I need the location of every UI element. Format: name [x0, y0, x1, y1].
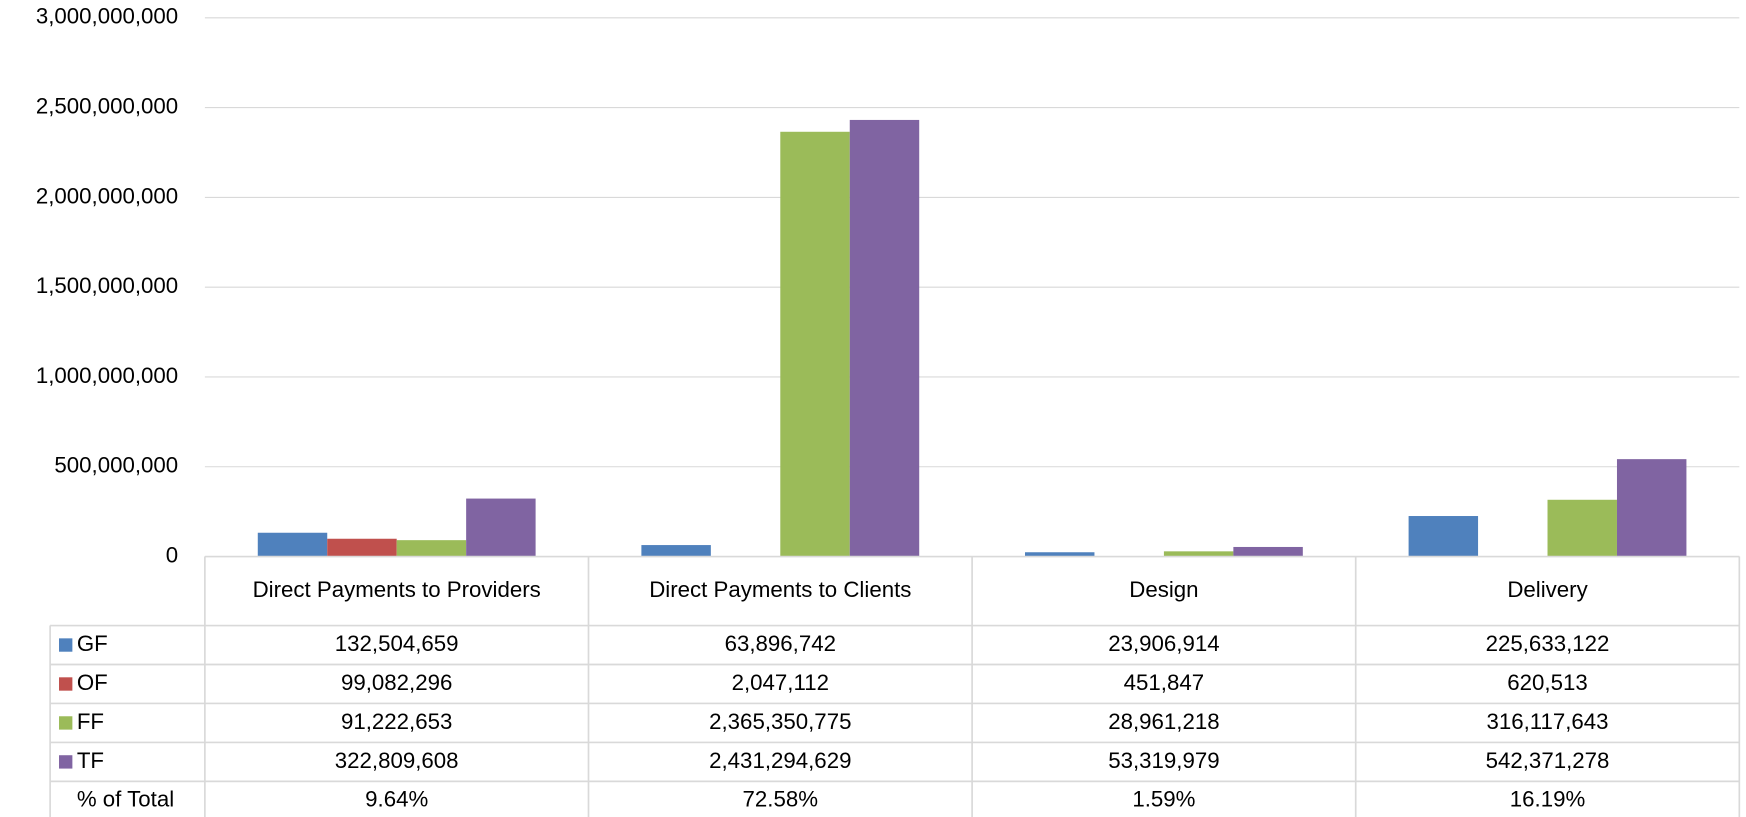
- table-cell: 16.19%: [1510, 787, 1585, 812]
- table-cell: 2,365,350,775: [709, 709, 851, 734]
- x-tick-label: Direct Payments to Clients: [649, 577, 911, 602]
- y-tick-label: 1,000,000,000: [36, 363, 178, 388]
- x-tick-label: Design: [1129, 577, 1198, 602]
- table-cell: 91,222,653: [341, 709, 452, 734]
- y-tick-label: 2,000,000,000: [36, 183, 178, 208]
- bar: [1233, 546, 1303, 557]
- row-label: % of Total: [77, 787, 174, 812]
- table-cell: 63,896,742: [725, 631, 836, 656]
- legend-swatch: [59, 755, 73, 769]
- bar: [466, 498, 536, 557]
- table-cell: 542,371,278: [1486, 748, 1610, 773]
- legend-label: FF: [77, 709, 104, 734]
- y-tick-label: 0: [166, 542, 178, 567]
- legend-label: GF: [77, 631, 108, 656]
- table-cell: 9.64%: [365, 787, 428, 812]
- x-tick-label: Delivery: [1507, 577, 1588, 602]
- bar: [1616, 459, 1687, 557]
- bar: [1547, 499, 1617, 557]
- table-cell: 53,319,979: [1108, 748, 1219, 773]
- table-cell: 28,961,218: [1108, 709, 1219, 734]
- x-tick-label: Direct Payments to Providers: [253, 577, 541, 602]
- table-cell: 225,633,122: [1486, 631, 1610, 656]
- bar: [327, 538, 397, 557]
- table-cell: 316,117,643: [1486, 709, 1608, 734]
- legend-swatch: [59, 677, 73, 691]
- table-cell: 72.58%: [743, 787, 818, 812]
- legend-label: OF: [77, 670, 108, 695]
- bar: [641, 545, 711, 557]
- bar: [849, 119, 920, 557]
- table-cell: 2,431,294,629: [709, 748, 851, 773]
- bar: [1408, 516, 1479, 557]
- table-cell: 451,847: [1124, 670, 1204, 695]
- legend-swatch: [59, 716, 73, 730]
- table-cell: 1.59%: [1132, 787, 1195, 812]
- bar: [1024, 552, 1095, 557]
- y-tick-label: 2,500,000,000: [36, 93, 178, 118]
- table-cell: 620,513: [1507, 670, 1587, 695]
- legend-swatch: [59, 638, 73, 652]
- bar: [396, 540, 467, 557]
- legend-label: TF: [77, 748, 104, 773]
- table-cell: 23,906,914: [1108, 631, 1219, 656]
- table-cell: 322,809,608: [335, 748, 459, 773]
- y-tick-label: 500,000,000: [54, 453, 178, 478]
- bar: [257, 532, 328, 557]
- table-cell: 99,082,296: [341, 670, 452, 695]
- y-tick-label: 3,000,000,000: [36, 4, 178, 29]
- table-cell: 132,504,659: [335, 631, 459, 656]
- bar: [1163, 551, 1234, 557]
- bar: [780, 131, 850, 557]
- table-cell: 2,047,112: [732, 670, 829, 695]
- y-tick-label: 1,500,000,000: [36, 273, 178, 298]
